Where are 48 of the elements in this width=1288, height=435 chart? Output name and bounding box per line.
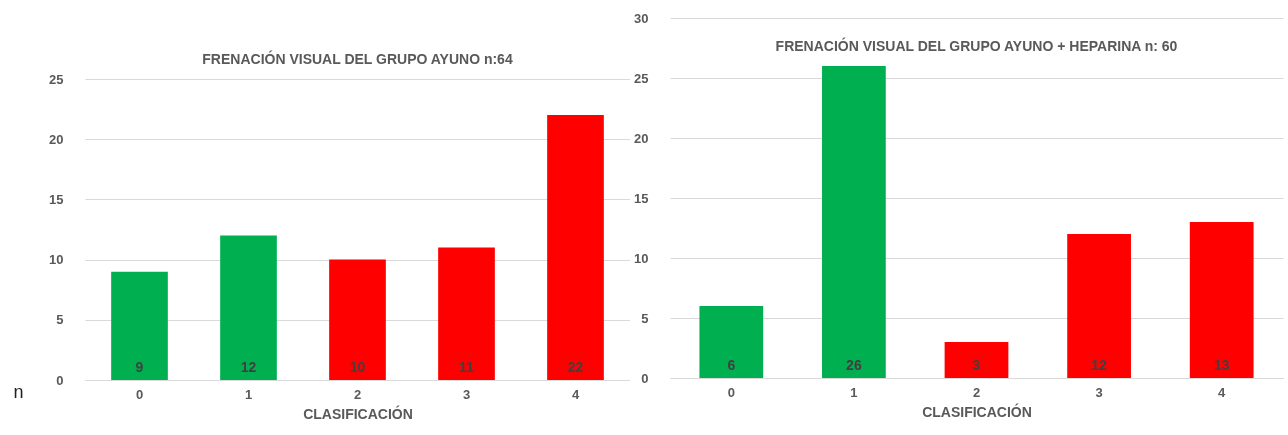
x-tick-label: 1 bbox=[244, 386, 253, 402]
y-tick-label: 0 bbox=[641, 370, 649, 386]
data-label: 9 bbox=[135, 359, 144, 375]
data-label: 10 bbox=[349, 359, 366, 375]
data-label: 11 bbox=[459, 359, 475, 375]
y-tick-label: 5 bbox=[641, 310, 649, 326]
y-tick-label: 20 bbox=[634, 130, 649, 146]
data-label: 12 bbox=[240, 359, 257, 375]
x-tick-label: 2 bbox=[353, 386, 362, 402]
x-tick-label: 2 bbox=[972, 384, 981, 400]
bar bbox=[944, 342, 1009, 378]
y-tick-label: 20 bbox=[49, 131, 64, 147]
text: FRENACIÓN VISUAL DEL GRUPO AYUNO + HEPARINA n: 60 bbox=[775, 37, 1178, 54]
x-tick-label: 0 bbox=[727, 384, 735, 400]
y-tick-label: 5 bbox=[56, 312, 64, 328]
bar bbox=[822, 66, 886, 378]
x-tick-label: 4 bbox=[1218, 384, 1227, 400]
y-tick-label: 15 bbox=[49, 191, 64, 207]
bar bbox=[547, 115, 604, 380]
data-label: 12 bbox=[1091, 357, 1108, 373]
y-tick-label: 25 bbox=[634, 70, 649, 86]
y-tick-label: 25 bbox=[49, 71, 64, 87]
x-tick-label: 4 bbox=[571, 386, 580, 402]
y-tick-label: 15 bbox=[634, 190, 649, 206]
bar bbox=[220, 235, 277, 380]
data-label: 22 bbox=[567, 359, 584, 375]
x-tick-label: 3 bbox=[1095, 384, 1103, 400]
data-label: 6 bbox=[727, 357, 736, 373]
bar bbox=[1189, 222, 1254, 378]
x-axis-title: CLASIFICACIÓN bbox=[922, 402, 1032, 420]
bar bbox=[111, 271, 168, 380]
bar bbox=[1067, 234, 1131, 378]
bar bbox=[329, 259, 386, 380]
y-tick-label: 0 bbox=[56, 372, 64, 388]
data-label: 13 bbox=[1213, 357, 1230, 373]
y-tick-label: 10 bbox=[634, 250, 649, 266]
y-tick-label: 30 bbox=[634, 10, 649, 26]
y-tick-label: 10 bbox=[49, 252, 64, 268]
y-axis-title: n bbox=[13, 381, 24, 402]
x-tick-label: 1 bbox=[850, 384, 858, 400]
bar bbox=[438, 247, 495, 380]
bar bbox=[699, 306, 764, 378]
data-label: 26 bbox=[846, 357, 862, 373]
chart-title: FRENACIÓN VISUAL DEL GRUPO AYUNO n:64 bbox=[202, 50, 513, 67]
x-tick-label: 0 bbox=[135, 386, 144, 402]
data-label: 3 bbox=[972, 357, 981, 373]
x-tick-label: 3 bbox=[462, 386, 471, 402]
x-axis-title: CLASIFICACIÓN bbox=[303, 404, 413, 422]
